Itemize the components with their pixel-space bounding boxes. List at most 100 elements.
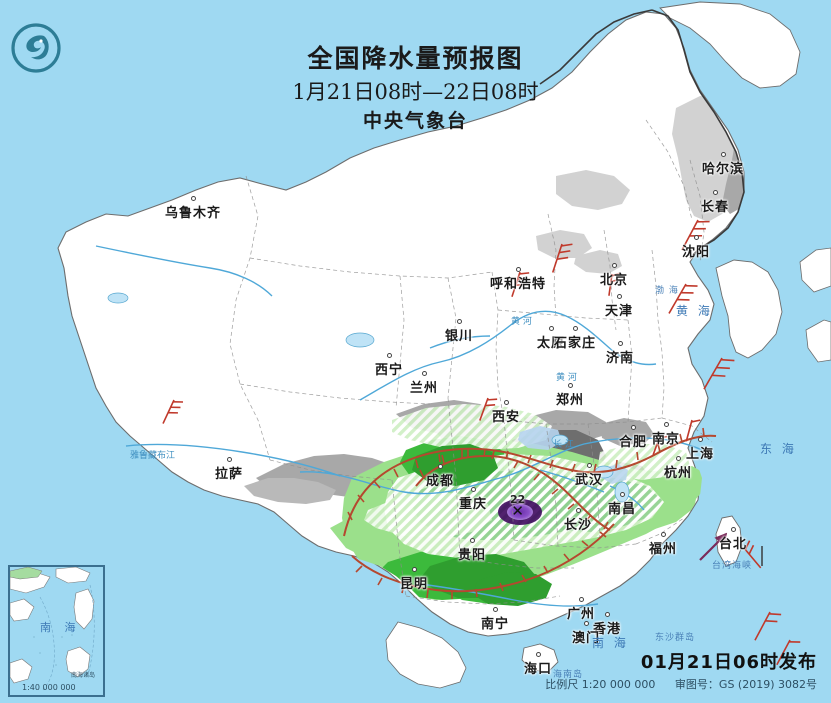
city-marker-icon: [712, 190, 718, 195]
national-border: [539, 9, 745, 259]
city-name: 长沙: [564, 518, 593, 533]
city-label: 太原: [537, 326, 565, 351]
city-label: 郑州: [556, 383, 584, 408]
release-time: 01月21日06时发布: [640, 652, 817, 673]
city-label: 西安: [492, 400, 520, 425]
city-name: 拉萨: [215, 467, 244, 482]
city-name: 郑州: [556, 393, 585, 408]
city-label: 武汉: [575, 463, 603, 488]
map-approval-number: 审图号：GS (2019) 3082号: [674, 678, 817, 691]
city-name: 重庆: [459, 497, 488, 512]
city-label: 贵阳: [458, 538, 486, 563]
city-name: 哈尔滨: [702, 162, 745, 177]
city-name: 福州: [649, 542, 678, 557]
city-marker-icon: [630, 425, 636, 430]
city-name: 昆明: [400, 577, 429, 592]
river-label: 雅鲁藏布江: [130, 451, 176, 461]
precip-center-value: 22: [510, 493, 526, 506]
city-name: 兰州: [410, 381, 439, 396]
river-label: 长 江: [553, 440, 574, 450]
city-name: 上海: [686, 447, 715, 462]
city-marker-icon: [586, 463, 592, 468]
city-marker-icon: [675, 456, 681, 461]
city-marker-icon: [660, 532, 666, 537]
city-marker-icon: [386, 353, 392, 358]
city-marker-icon: [619, 492, 625, 497]
city-label: 福州: [649, 532, 677, 557]
city-label: 南宁: [481, 607, 509, 632]
city-label: 上海: [686, 437, 714, 462]
city-label: 杭州: [664, 456, 692, 481]
inset-scale-label: 1:40 000 000: [22, 683, 76, 692]
city-name: 台北: [719, 537, 748, 552]
city-label: 长春: [701, 190, 729, 215]
city-label: 北京: [600, 263, 628, 288]
city-label: 沈阳: [682, 235, 710, 260]
city-marker-icon: [730, 527, 736, 532]
city-label: 拉萨: [215, 457, 243, 482]
map-meta-line: 比例尺 1:20 000 000 审图号：GS (2019) 3082号: [545, 676, 817, 692]
city-name: 南宁: [481, 617, 510, 632]
city-name: 广州: [567, 607, 596, 622]
city-label: 西宁: [375, 353, 403, 378]
sea-label: 南 海: [592, 636, 629, 650]
city-label: 澳门: [572, 621, 600, 646]
city-marker-icon: [611, 263, 617, 268]
inset-islands-label: 南海诸岛: [70, 672, 95, 679]
city-label: 乌鲁木齐: [165, 196, 221, 221]
province-boundaries: [229, 119, 713, 605]
precipitation-field: [62, 92, 744, 606]
city-name: 合肥: [619, 435, 648, 450]
city-label: 济南: [606, 341, 634, 366]
city-marker-icon: [226, 457, 232, 462]
map-scale-label: 比例尺 1:20 000 000: [545, 678, 656, 691]
city-label: 长沙: [564, 508, 592, 533]
city-name: 太原: [537, 336, 566, 351]
precipitation-center-marker: 22 ✕: [510, 493, 526, 519]
wind-barb-symbols: [162, 219, 801, 666]
city-name: 长春: [701, 200, 730, 215]
city-name: 北京: [600, 273, 629, 288]
city-marker-icon: [411, 567, 417, 572]
sea-label: 台湾海峡: [712, 561, 753, 571]
city-label: 银川: [445, 319, 473, 344]
city-name: 西安: [492, 410, 521, 425]
city-name: 乌鲁木齐: [165, 206, 222, 221]
city-name: 海口: [524, 662, 553, 677]
sea-label: 东 海: [760, 442, 797, 456]
city-marker-icon: [575, 508, 581, 513]
south-china-sea-inset[interactable]: 南 海 南海诸岛 1:40 000 000: [8, 565, 105, 697]
lakes: [107, 292, 630, 503]
city-name: 沈阳: [682, 245, 711, 260]
sea-label: 海南岛: [553, 670, 584, 680]
city-label: 昆明: [400, 567, 428, 592]
city-marker-icon: [503, 400, 509, 405]
city-marker-icon: [697, 437, 703, 442]
city-marker-icon: [469, 538, 475, 543]
city-marker-icon: [548, 326, 554, 331]
rivers: [95, 245, 713, 607]
city-marker-icon: [604, 612, 610, 617]
city-marker-icon: [535, 652, 541, 657]
city-name: 呼和浩特: [490, 277, 547, 292]
inset-sea-label: 南 海: [40, 621, 81, 634]
city-label: 南昌: [608, 492, 636, 517]
city-name: 天津: [605, 304, 634, 319]
sea-label: 黄 海: [676, 304, 713, 318]
city-marker-icon: [492, 607, 498, 612]
city-name: 南昌: [608, 502, 637, 517]
city-label: 石家庄: [554, 326, 596, 351]
city-marker-icon: [572, 326, 578, 331]
city-label: 香港: [593, 612, 621, 637]
heavy-rain-cores: [412, 444, 552, 606]
city-name: 石家庄: [554, 336, 597, 351]
city-label: 兰州: [410, 371, 438, 396]
city-name: 香港: [593, 622, 622, 637]
city-name: 南京: [652, 432, 681, 447]
city-marker-icon: [663, 422, 669, 427]
city-name: 澳门: [572, 631, 601, 646]
city-name: 杭州: [664, 466, 693, 481]
city-marker-icon: [456, 319, 462, 324]
cma-dragon-logo: [11, 23, 61, 73]
